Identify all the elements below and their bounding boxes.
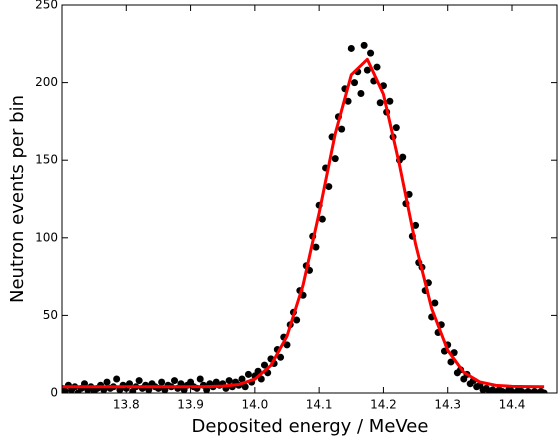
data-point bbox=[293, 316, 301, 324]
data-point bbox=[367, 49, 375, 57]
x-tick-label: 13.9 bbox=[177, 398, 204, 412]
data-point bbox=[392, 124, 400, 132]
data-point bbox=[360, 41, 368, 49]
data-point bbox=[412, 221, 420, 229]
data-point bbox=[376, 99, 384, 107]
data-point bbox=[261, 361, 268, 369]
y-tick-label: 150 bbox=[35, 153, 58, 167]
data-point bbox=[347, 44, 355, 52]
data-point bbox=[158, 378, 166, 386]
data-point bbox=[447, 358, 455, 366]
data-point bbox=[357, 89, 365, 97]
data-point bbox=[241, 383, 249, 391]
plot-frame bbox=[61, 4, 558, 394]
fit-line bbox=[62, 57, 545, 389]
plot-area bbox=[62, 41, 548, 393]
x-tick-label: 14.2 bbox=[370, 398, 397, 412]
data-point bbox=[338, 125, 346, 133]
data-point bbox=[225, 377, 233, 385]
data-point bbox=[62, 387, 69, 393]
data-point bbox=[399, 153, 407, 161]
data-point bbox=[257, 375, 265, 383]
data-point bbox=[344, 97, 352, 105]
data-point bbox=[318, 215, 326, 223]
x-tick-label: 14.3 bbox=[434, 398, 461, 412]
data-point bbox=[113, 375, 121, 383]
data-point bbox=[331, 155, 339, 163]
data-point bbox=[386, 97, 394, 105]
y-tick-label: 100 bbox=[35, 230, 58, 244]
data-point bbox=[405, 190, 413, 198]
x-axis-label: Deposited energy / MeVee bbox=[192, 416, 429, 437]
data-point bbox=[312, 243, 320, 251]
y-tick-label: 200 bbox=[35, 75, 58, 89]
data-point bbox=[431, 299, 439, 307]
x-tick-label: 14.4 bbox=[499, 398, 526, 412]
data-point bbox=[103, 378, 111, 386]
data-point bbox=[244, 370, 252, 378]
data-point bbox=[283, 341, 291, 349]
y-tick-label: 0 bbox=[50, 386, 58, 400]
data-point bbox=[351, 79, 358, 87]
data-point bbox=[373, 63, 381, 71]
data-point bbox=[238, 375, 246, 383]
data-point bbox=[363, 66, 371, 74]
data-point bbox=[135, 377, 143, 385]
y-axis-label: Neutron events per bin bbox=[7, 95, 28, 303]
data-point bbox=[277, 353, 285, 361]
x-tick-label: 14.1 bbox=[306, 398, 333, 412]
data-point bbox=[325, 183, 333, 191]
data-point bbox=[540, 389, 548, 393]
data-point bbox=[196, 375, 204, 383]
x-tick-label: 13.8 bbox=[113, 398, 140, 412]
data-point bbox=[171, 377, 178, 385]
y-tick-label: 50 bbox=[43, 308, 58, 322]
y-tick-label: 250 bbox=[35, 0, 58, 12]
x-tick-label: 14.0 bbox=[241, 398, 268, 412]
